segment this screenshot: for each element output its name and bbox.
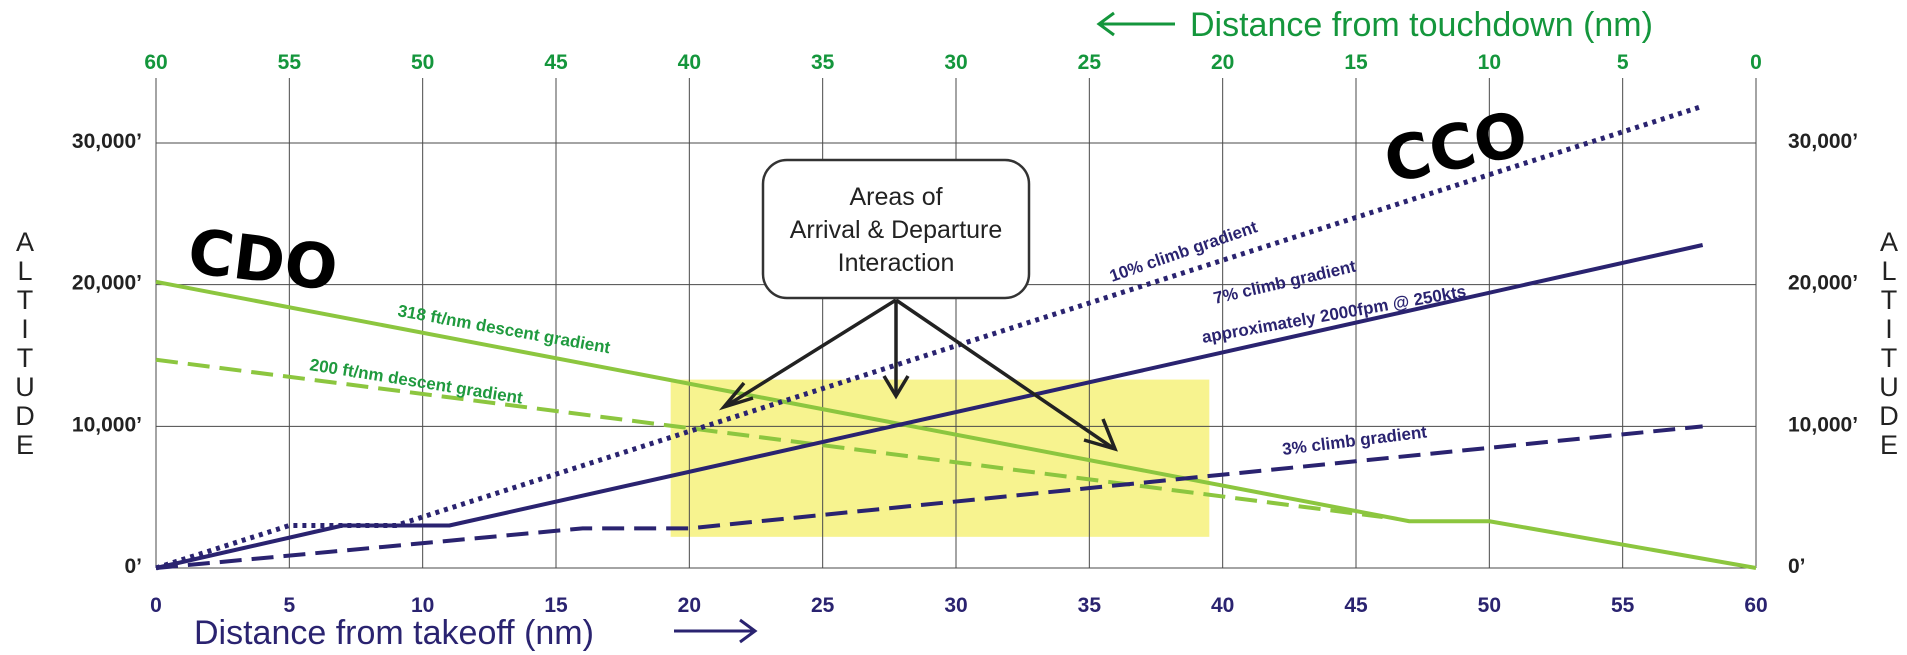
altitude-letter: T xyxy=(17,285,34,315)
y-tick-label-right: 30,000’ xyxy=(1788,130,1858,153)
callout-arrowhead-middle xyxy=(882,375,910,400)
series-label-10pct: 10% climb gradient xyxy=(1107,217,1260,286)
y-tick-label-left: 10,000’ xyxy=(72,413,142,436)
bottom-axis-arrow-head xyxy=(739,618,758,644)
bottom-tick-label: 60 xyxy=(1744,594,1767,617)
interaction-callout: Areas of Arrival & Departure Interaction xyxy=(718,158,1118,452)
callout-line-1: Areas of xyxy=(849,183,942,211)
series-line-cdo200 xyxy=(155,357,1383,519)
bottom-tick-label: 40 xyxy=(1211,594,1234,617)
series-line-cco7 xyxy=(155,243,1704,570)
series-label-3pct: 3% climb gradient xyxy=(1281,422,1428,459)
altitude-letter: I xyxy=(1885,314,1893,344)
altitude-letter: E xyxy=(16,430,34,460)
callout-arrowhead-right xyxy=(1083,418,1118,452)
altitude-letter: D xyxy=(15,401,35,431)
callout-line-3: Interaction xyxy=(838,249,955,277)
bottom-tick-label: 5 xyxy=(283,594,295,617)
top-tick-label: 35 xyxy=(811,51,835,74)
top-tick-label: 30 xyxy=(944,51,967,74)
altitude-letter: E xyxy=(1880,430,1898,460)
y-tick-label-right: 20,000’ xyxy=(1788,272,1858,295)
callout-arrow-left xyxy=(725,298,897,408)
callout-arrow-right xyxy=(895,298,1114,450)
tick-layer: 60 55 50 45 40 35 30 25 20 15 10 5 00 5 10 15 20 25 30 35 40… xyxy=(72,51,1858,617)
top-axis-title: Distance from touchdown (nm) xyxy=(1190,6,1653,44)
altitude-letter: A xyxy=(16,227,34,257)
top-tick-label: 20 xyxy=(1211,51,1234,74)
bottom-tick-label: 30 xyxy=(944,594,967,617)
y-tick-label-left: 20,000’ xyxy=(72,272,142,295)
bottom-axis-title-group: Distance from takeoff (nm) xyxy=(194,614,758,652)
top-tick-label: 15 xyxy=(1344,51,1368,74)
interaction-area xyxy=(670,379,1210,537)
altitude-letter: A xyxy=(1880,227,1898,257)
bottom-tick-label: 45 xyxy=(1344,594,1368,617)
series-line-cco3 xyxy=(155,424,1703,570)
y-tick-label-left: 0’ xyxy=(124,555,142,578)
altitude-letter: L xyxy=(17,256,32,286)
y-tick-label-left: 30,000’ xyxy=(72,130,142,153)
bottom-tick-label: 10 xyxy=(411,594,434,617)
altitude-letter: T xyxy=(1881,285,1898,315)
top-tick-label: 5 xyxy=(1617,51,1629,74)
bottom-tick-label: 20 xyxy=(678,594,701,617)
callout-arrowhead-left xyxy=(718,381,754,411)
top-axis-arrow-head xyxy=(1096,11,1115,37)
interaction-area-layer xyxy=(670,379,1210,537)
bottom-tick-label: 25 xyxy=(811,594,835,617)
top-tick-label: 10 xyxy=(1478,51,1501,74)
series-layer xyxy=(155,103,1757,571)
altitude-letter: I xyxy=(21,314,29,344)
callout-box xyxy=(761,158,1031,300)
cdo-label: CDO xyxy=(184,214,341,305)
top-tick-label: 40 xyxy=(678,51,701,74)
bottom-tick-label: 15 xyxy=(544,594,568,617)
top-tick-label: 55 xyxy=(278,51,302,74)
altitude-letter: U xyxy=(1879,372,1899,402)
altitude-letter: T xyxy=(1881,343,1898,373)
bottom-tick-label: 55 xyxy=(1611,594,1635,617)
callout-line-2: Arrival & Departure xyxy=(790,216,1003,244)
y-tick-label-right: 10,000’ xyxy=(1788,413,1858,436)
bottom-tick-label: 0 xyxy=(150,594,162,617)
series-line-cdo318 xyxy=(155,279,1757,570)
altitude-letter: T xyxy=(17,343,34,373)
top-tick-label: 60 xyxy=(144,51,167,74)
altitude-letter: D xyxy=(1879,401,1899,431)
bottom-tick-label: 35 xyxy=(1078,594,1102,617)
bottom-tick-label: 50 xyxy=(1478,594,1501,617)
top-tick-label: 50 xyxy=(411,51,434,74)
series-label-200: 200 ft/nm descent gradient xyxy=(308,355,524,408)
top-tick-label: 45 xyxy=(544,51,568,74)
altitude-letter: L xyxy=(1881,256,1896,286)
bottom-axis-title: Distance from takeoff (nm) xyxy=(194,614,594,652)
series-label-7pct: 7% climb gradient xyxy=(1212,257,1358,308)
altitude-letter: U xyxy=(15,372,35,402)
top-tick-label: 25 xyxy=(1078,51,1102,74)
top-tick-label: 0 xyxy=(1750,51,1762,74)
top-axis-title-group: Distance from touchdown (nm) xyxy=(1096,6,1653,44)
y-tick-label-right: 0’ xyxy=(1788,555,1806,578)
cco-label: CCO xyxy=(1378,96,1534,197)
